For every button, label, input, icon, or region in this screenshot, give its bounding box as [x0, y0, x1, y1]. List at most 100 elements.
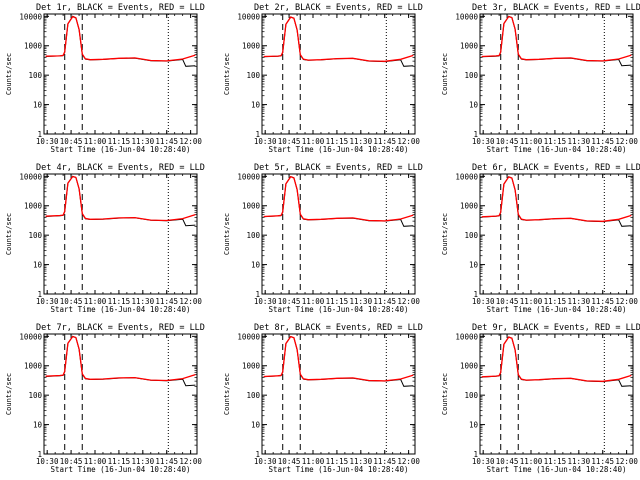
y-tick-label: 10	[469, 261, 479, 270]
y-tick-label: 10000	[19, 12, 42, 21]
x-tick-label: 12:00	[179, 137, 202, 146]
x-tick-label: 11:15	[326, 457, 349, 466]
y-tick-label: 1000	[242, 362, 261, 371]
x-tick-label: 11:00	[84, 297, 107, 306]
chart-title: Det 4r, BLACK = Events, RED = LLD	[36, 163, 205, 173]
x-tick-label: 11:45	[155, 457, 178, 466]
x-tick-label: 11:45	[155, 137, 178, 146]
x-tick-label: 11:45	[591, 137, 614, 146]
x-tick-label: 10:45	[496, 297, 519, 306]
y-tick-label: 100	[464, 391, 478, 400]
x-tick-label: 10:30	[254, 457, 277, 466]
y-tick-label: 1000	[242, 202, 261, 211]
plot-frame	[43, 173, 198, 295]
x-axis-label: Start Time (16-Jun-04 10:28:40)	[487, 305, 627, 314]
x-tick-label: 11:15	[326, 297, 349, 306]
x-axis-label: Start Time (16-Jun-04 10:28:40)	[269, 305, 409, 314]
y-tick-label: 1	[473, 290, 478, 299]
y-tick-label: 1	[255, 450, 260, 459]
y-tick-label: 10	[251, 421, 261, 430]
plot-frame	[479, 13, 634, 135]
y-tick-label: 100	[246, 231, 260, 240]
x-axis-label: Start Time (16-Jun-04 10:28:40)	[269, 465, 409, 474]
y-tick-label: 10000	[237, 332, 260, 341]
y-tick-label: 1	[473, 450, 478, 459]
x-tick-label: 11:00	[84, 457, 107, 466]
series-lld-line	[263, 175, 414, 222]
x-tick-label: 11:30	[132, 297, 155, 306]
y-tick-label: 1000	[24, 42, 43, 51]
chart-title: Det 7r, BLACK = Events, RED = LLD	[36, 323, 205, 333]
y-axis-label: Counts/sec	[441, 53, 449, 95]
x-tick-label: 12:00	[397, 137, 420, 146]
y-tick-label: 10000	[455, 12, 478, 21]
plot-frame	[479, 333, 634, 455]
x-tick-label: 11:30	[132, 137, 155, 146]
y-tick-label: 10	[469, 421, 479, 430]
plot-frame	[479, 173, 634, 295]
x-tick-label: 10:45	[278, 457, 301, 466]
x-tick-label: 10:30	[254, 297, 277, 306]
y-tick-label: 10	[469, 101, 479, 110]
series-lld-line	[45, 335, 196, 382]
y-tick-label: 1	[255, 290, 260, 299]
y-tick-label: 10000	[19, 172, 42, 181]
x-tick-label: 11:00	[520, 137, 543, 146]
chart-title: Det 3r, BLACK = Events, RED = LLD	[472, 3, 640, 13]
chart-title: Det 8r, BLACK = Events, RED = LLD	[254, 323, 423, 333]
y-tick-label: 1	[37, 450, 42, 459]
y-tick-label: 10	[251, 101, 261, 110]
x-axis-label: Start Time (16-Jun-04 10:28:40)	[51, 305, 191, 314]
y-tick-label: 1	[37, 290, 42, 299]
y-tick-label: 1000	[460, 362, 479, 371]
x-tick-label: 12:00	[615, 297, 638, 306]
x-tick-label: 11:45	[373, 297, 396, 306]
y-tick-label: 1000	[460, 42, 479, 51]
y-axis-label: Counts/sec	[441, 213, 449, 255]
x-axis-label: Start Time (16-Jun-04 10:28:40)	[487, 145, 627, 154]
x-tick-label: 10:45	[60, 137, 83, 146]
chart-title: Det 5r, BLACK = Events, RED = LLD	[254, 163, 423, 173]
x-tick-label: 11:30	[132, 457, 155, 466]
x-tick-label: 10:45	[60, 457, 83, 466]
x-tick-label: 10:45	[278, 137, 301, 146]
series-lld-line	[263, 335, 414, 382]
x-tick-label: 11:15	[544, 457, 567, 466]
y-tick-label: 100	[464, 231, 478, 240]
y-tick-label: 1	[255, 130, 260, 139]
x-tick-label: 11:45	[155, 297, 178, 306]
x-tick-label: 10:45	[496, 457, 519, 466]
x-tick-label: 11:45	[373, 457, 396, 466]
x-tick-label: 11:00	[520, 457, 543, 466]
x-tick-label: 10:30	[254, 137, 277, 146]
x-tick-label: 11:00	[302, 137, 325, 146]
y-tick-label: 100	[28, 391, 42, 400]
x-tick-label: 11:00	[302, 297, 325, 306]
y-tick-label: 100	[28, 71, 42, 80]
chart-title: Det 1r, BLACK = Events, RED = LLD	[36, 3, 205, 13]
y-tick-label: 10000	[455, 172, 478, 181]
x-tick-label: 12:00	[179, 297, 202, 306]
series-lld-line	[481, 176, 632, 222]
x-tick-label: 11:45	[373, 137, 396, 146]
x-tick-label: 11:15	[544, 297, 567, 306]
y-tick-label: 1000	[24, 362, 43, 371]
y-tick-label: 1000	[242, 42, 261, 51]
x-tick-label: 11:30	[568, 297, 591, 306]
plot-frame	[43, 13, 198, 135]
y-tick-label: 10	[251, 261, 261, 270]
y-tick-label: 10000	[455, 332, 478, 341]
y-axis-label: Counts/sec	[441, 373, 449, 415]
y-tick-label: 100	[28, 231, 42, 240]
x-tick-label: 10:45	[496, 137, 519, 146]
x-tick-label: 11:00	[302, 457, 325, 466]
x-tick-label: 10:45	[278, 297, 301, 306]
